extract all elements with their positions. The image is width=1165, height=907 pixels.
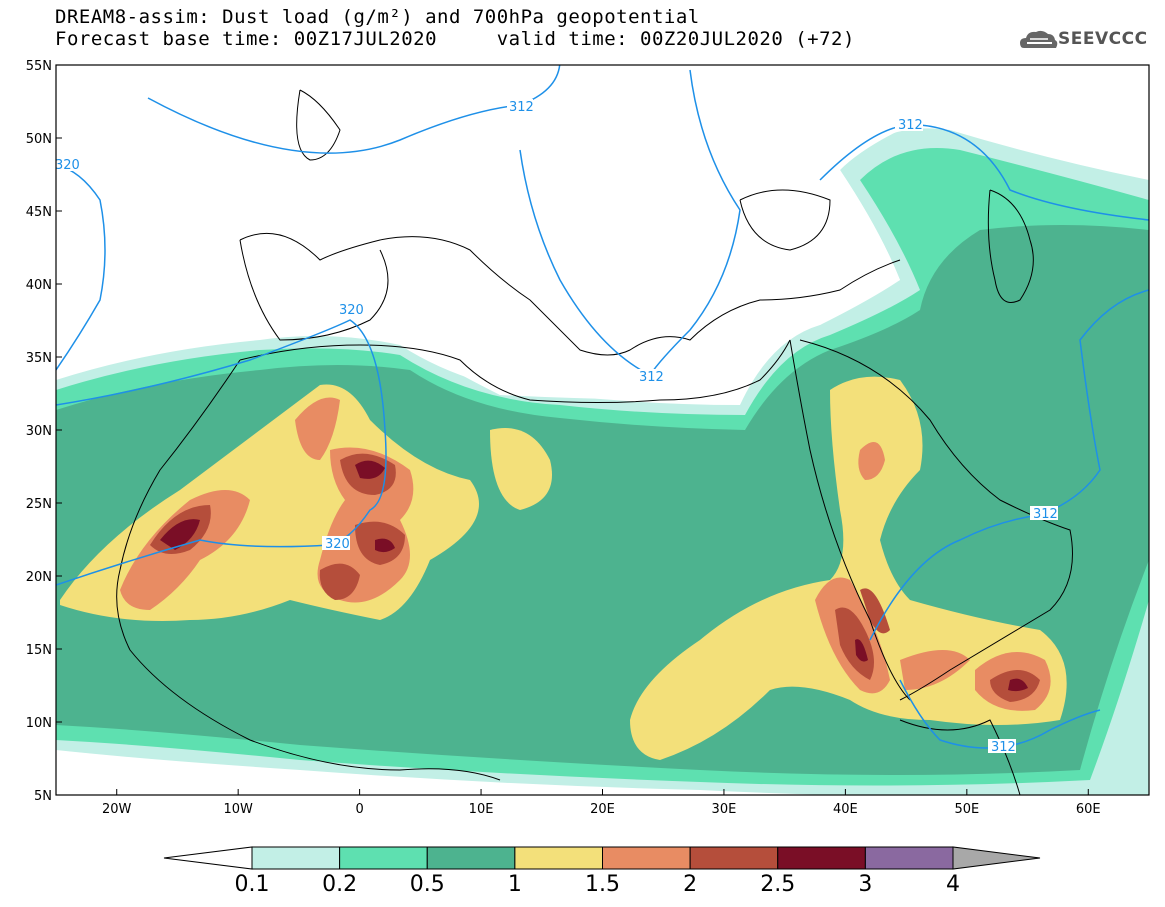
lat-tick-label: 55N — [26, 59, 52, 74]
coastline-caspian — [987, 189, 1034, 303]
coastline-britain — [296, 89, 341, 161]
colorbar — [163, 846, 1041, 870]
dust-level-2.5 — [355, 460, 385, 479]
logo-text: SEEVCCC — [1058, 29, 1148, 49]
contour-label: 312 — [1033, 507, 1058, 522]
colorbar-over-arrow — [952, 846, 1041, 870]
contour-312-north — [819, 123, 1149, 221]
contour-label: 312 — [509, 100, 534, 115]
colorbar-level-label: 0.5 — [409, 872, 445, 897]
colorbar-level-label: 2 — [683, 872, 698, 897]
dust-level-2 — [835, 607, 874, 680]
contour-labels: 312 320 320 320 312 312 312 312 — [52, 99, 1058, 755]
colorbar-level-label: 4 — [946, 872, 960, 897]
contour-312-arabia — [869, 289, 1149, 641]
coastline-red-sea — [789, 339, 911, 701]
lat-tick-label: 40N — [26, 278, 52, 293]
colorbar-bin — [777, 846, 866, 870]
map-title: DREAM8-assim: Dust load (g/m²) and 700hP… — [55, 6, 700, 28]
colorbar-level-label: 1 — [507, 872, 522, 897]
dust-level-2 — [860, 588, 890, 634]
dust-level-2 — [319, 563, 360, 600]
colorbar-bin — [864, 846, 954, 870]
dust-level-2.5 — [855, 639, 868, 662]
coastline-west-africa — [116, 359, 501, 781]
contour-320-africa — [56, 319, 387, 586]
lat-tick-label: 45N — [26, 205, 52, 220]
lat-tick-label: 5N — [34, 789, 52, 804]
contour-label: 312 — [898, 118, 923, 133]
colorbar-bin — [426, 846, 516, 870]
colorbar-bin — [514, 846, 603, 870]
lat-tick-label: 35N — [26, 351, 52, 366]
lat-tick-label: 25N — [26, 497, 52, 512]
lon-tick-label: 10E — [469, 802, 494, 817]
contour-312-east — [649, 69, 741, 376]
lat-tick-label: 30N — [26, 424, 52, 439]
contour-312-central — [519, 149, 651, 376]
lat-tick-label: 20N — [26, 570, 52, 585]
colorbar-level-label: 2.5 — [760, 872, 796, 897]
dust-level-1.5 — [295, 397, 340, 460]
colorbar-level-label: 3 — [858, 872, 873, 897]
coastline-iberia — [239, 239, 389, 341]
lon-tick-label: 0 — [355, 802, 363, 817]
contour-label: 312 — [991, 740, 1016, 755]
coastline-arabia — [799, 339, 1073, 701]
geopotential-contours — [56, 65, 1149, 749]
coastlines — [116, 89, 1073, 795]
colorbar-bin — [689, 846, 779, 870]
contour-320-west — [56, 164, 106, 371]
colorbar-level-label: 0.2 — [322, 872, 358, 897]
map-subtitle-times: Forecast base time: 00Z17JUL2020 valid t… — [55, 28, 855, 50]
dust-level-1.5 — [900, 650, 970, 690]
dust-level-2.5 — [1008, 678, 1028, 692]
lat-tick-label: 10N — [26, 716, 52, 731]
coastline-north-africa — [239, 339, 791, 403]
colorbar-level-label: 1.5 — [585, 872, 620, 897]
dust-level-2.5 — [375, 538, 395, 553]
lat-tick-label: 15N — [26, 643, 52, 658]
lat-tick-label: 50N — [26, 132, 52, 147]
lon-tick-label: 10W — [223, 802, 253, 817]
lon-tick-label: 20E — [590, 802, 615, 817]
contour-label: 320 — [339, 303, 364, 318]
colorbar-under-arrow — [163, 846, 253, 870]
clear-area — [56, 65, 1149, 400]
longitude-axis: 20W 10W 0 10E 20E 30E 40E 50E 60E — [102, 789, 1101, 817]
contour-label: 320 — [325, 537, 350, 552]
lon-tick-label: 30E — [712, 802, 737, 817]
cloud-logo-icon — [1020, 30, 1058, 48]
lon-tick-label: 50E — [954, 802, 979, 817]
dust-level-1.5 — [858, 442, 885, 480]
coastline-black-sea — [739, 189, 831, 251]
coastline-europe — [239, 232, 901, 356]
contour-label: 320 — [55, 158, 80, 173]
contour-label: 312 — [639, 370, 664, 385]
lon-tick-label: 40E — [833, 802, 858, 817]
colorbar-level-label: 0.1 — [234, 872, 270, 897]
latitude-axis: 55N 50N 45N 40N 35N 30N 25N 20N 15N 10N 5N — [26, 59, 62, 804]
contour-312-europe — [147, 65, 561, 154]
lon-tick-label: 60E — [1076, 802, 1101, 817]
dust-fields — [56, 65, 1149, 795]
lon-tick-label: 20W — [102, 802, 132, 817]
dust-level-2.5 — [160, 519, 200, 550]
colorbar-bin — [602, 846, 691, 870]
dust-level-1 — [490, 428, 552, 510]
colorbar-bin — [251, 846, 341, 870]
colorbar-bin — [339, 846, 428, 870]
